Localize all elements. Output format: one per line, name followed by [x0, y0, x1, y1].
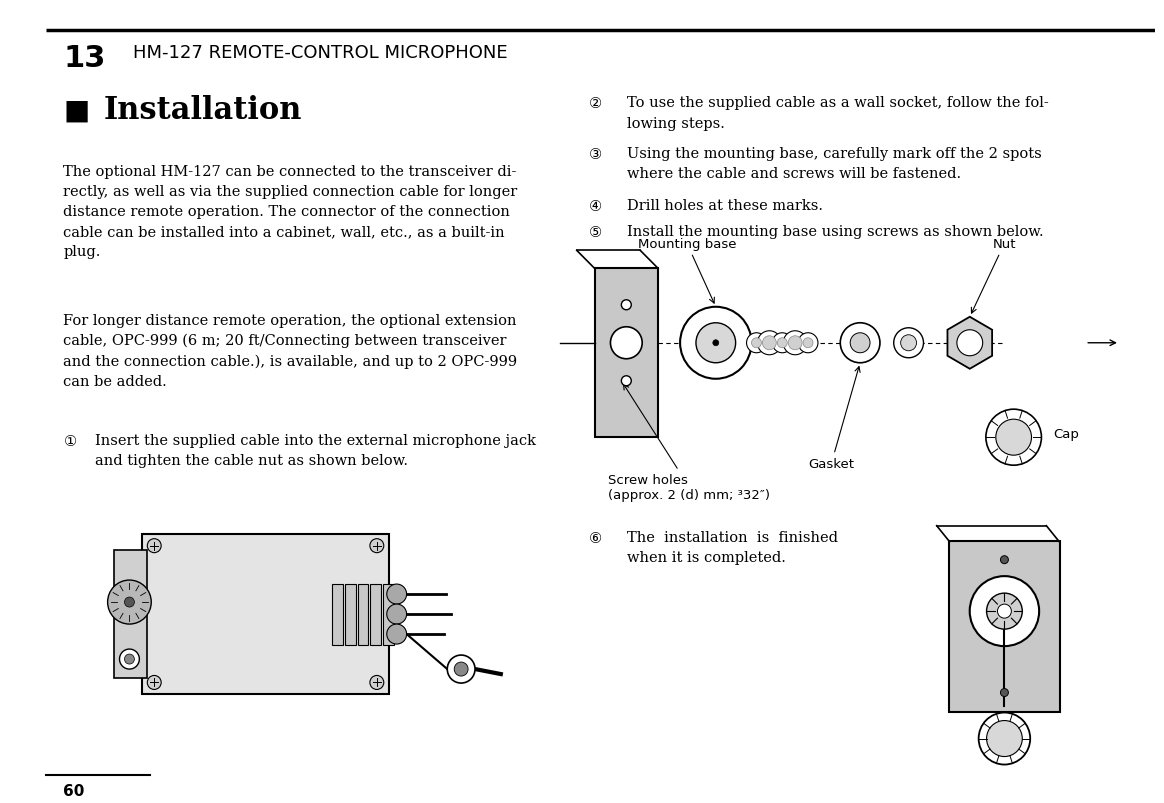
Circle shape — [996, 420, 1031, 455]
FancyBboxPatch shape — [383, 584, 395, 645]
Circle shape — [148, 539, 161, 553]
Circle shape — [970, 577, 1039, 646]
Text: Nut: Nut — [972, 238, 1016, 314]
Text: Insert the supplied cable into the external microphone jack
and tighten the cabl: Insert the supplied cable into the exter… — [94, 434, 535, 467]
Text: ⑤: ⑤ — [589, 225, 602, 240]
Circle shape — [762, 336, 776, 350]
Text: Install the mounting base using screws as shown below.: Install the mounting base using screws a… — [627, 225, 1043, 238]
Circle shape — [622, 377, 631, 386]
Circle shape — [746, 333, 766, 353]
Circle shape — [1000, 689, 1008, 697]
Circle shape — [957, 330, 982, 357]
Circle shape — [680, 308, 752, 379]
Circle shape — [610, 328, 643, 359]
Circle shape — [987, 720, 1022, 756]
FancyBboxPatch shape — [949, 541, 1060, 711]
Circle shape — [850, 333, 870, 353]
Circle shape — [386, 605, 406, 624]
Circle shape — [125, 654, 134, 664]
Polygon shape — [595, 269, 658, 438]
Circle shape — [783, 332, 807, 355]
Text: Mounting base: Mounting base — [638, 238, 736, 304]
Circle shape — [979, 712, 1030, 764]
Circle shape — [148, 675, 161, 690]
Circle shape — [622, 300, 631, 311]
Circle shape — [454, 662, 468, 676]
Text: Using the mounting base, carefully mark off the 2 spots
where the cable and scre: Using the mounting base, carefully mark … — [627, 147, 1042, 181]
Circle shape — [799, 333, 818, 353]
Circle shape — [712, 340, 719, 346]
Text: Drill holes at these marks.: Drill holes at these marks. — [627, 199, 823, 213]
Text: ⑥: ⑥ — [589, 530, 602, 545]
Text: 13: 13 — [64, 44, 106, 73]
Circle shape — [386, 585, 406, 605]
Circle shape — [370, 539, 384, 553]
Circle shape — [998, 605, 1012, 618]
Text: To use the supplied cable as a wall socket, follow the fol-
lowing steps.: To use the supplied cable as a wall sock… — [627, 96, 1049, 130]
Text: The optional HM-127 can be connected to the transceiver di-
rectly, as well as v: The optional HM-127 can be connected to … — [64, 165, 518, 259]
Circle shape — [447, 655, 475, 683]
Circle shape — [788, 336, 802, 350]
Circle shape — [752, 338, 761, 349]
FancyBboxPatch shape — [332, 584, 342, 645]
Circle shape — [987, 593, 1022, 630]
FancyBboxPatch shape — [357, 584, 369, 645]
Circle shape — [1000, 556, 1008, 564]
FancyBboxPatch shape — [142, 534, 389, 695]
Circle shape — [120, 650, 140, 669]
Text: Screw holes
(approx. 2 (d) mm; ³32″): Screw holes (approx. 2 (d) mm; ³32″) — [609, 385, 771, 502]
Circle shape — [370, 675, 384, 690]
Circle shape — [894, 328, 923, 358]
Text: For longer distance remote operation, the optional extension
cable, OPC-999 (6 m: For longer distance remote operation, th… — [64, 313, 518, 389]
Text: ■: ■ — [64, 96, 90, 124]
Text: 60: 60 — [64, 783, 85, 798]
FancyBboxPatch shape — [114, 550, 148, 679]
Circle shape — [773, 333, 793, 353]
FancyBboxPatch shape — [345, 584, 355, 645]
Text: Cap: Cap — [1053, 427, 1079, 440]
Circle shape — [840, 324, 880, 363]
Text: Gasket: Gasket — [808, 367, 860, 471]
Circle shape — [386, 624, 406, 644]
Circle shape — [125, 597, 134, 607]
Text: ③: ③ — [589, 147, 602, 162]
Text: The  installation  is  finished
when it is completed.: The installation is finished when it is … — [627, 530, 838, 564]
Text: ①: ① — [64, 434, 77, 449]
Circle shape — [986, 410, 1042, 466]
Circle shape — [778, 338, 787, 349]
Text: ②: ② — [589, 96, 602, 112]
Text: Installation: Installation — [104, 95, 303, 126]
Circle shape — [107, 581, 151, 624]
Circle shape — [803, 338, 812, 349]
Circle shape — [696, 324, 736, 363]
Circle shape — [758, 332, 781, 355]
Polygon shape — [947, 317, 992, 369]
Circle shape — [901, 336, 916, 352]
FancyBboxPatch shape — [370, 584, 382, 645]
Text: HM-127 REMOTE-CONTROL MICROPHONE: HM-127 REMOTE-CONTROL MICROPHONE — [133, 44, 508, 62]
Text: ④: ④ — [589, 199, 602, 214]
